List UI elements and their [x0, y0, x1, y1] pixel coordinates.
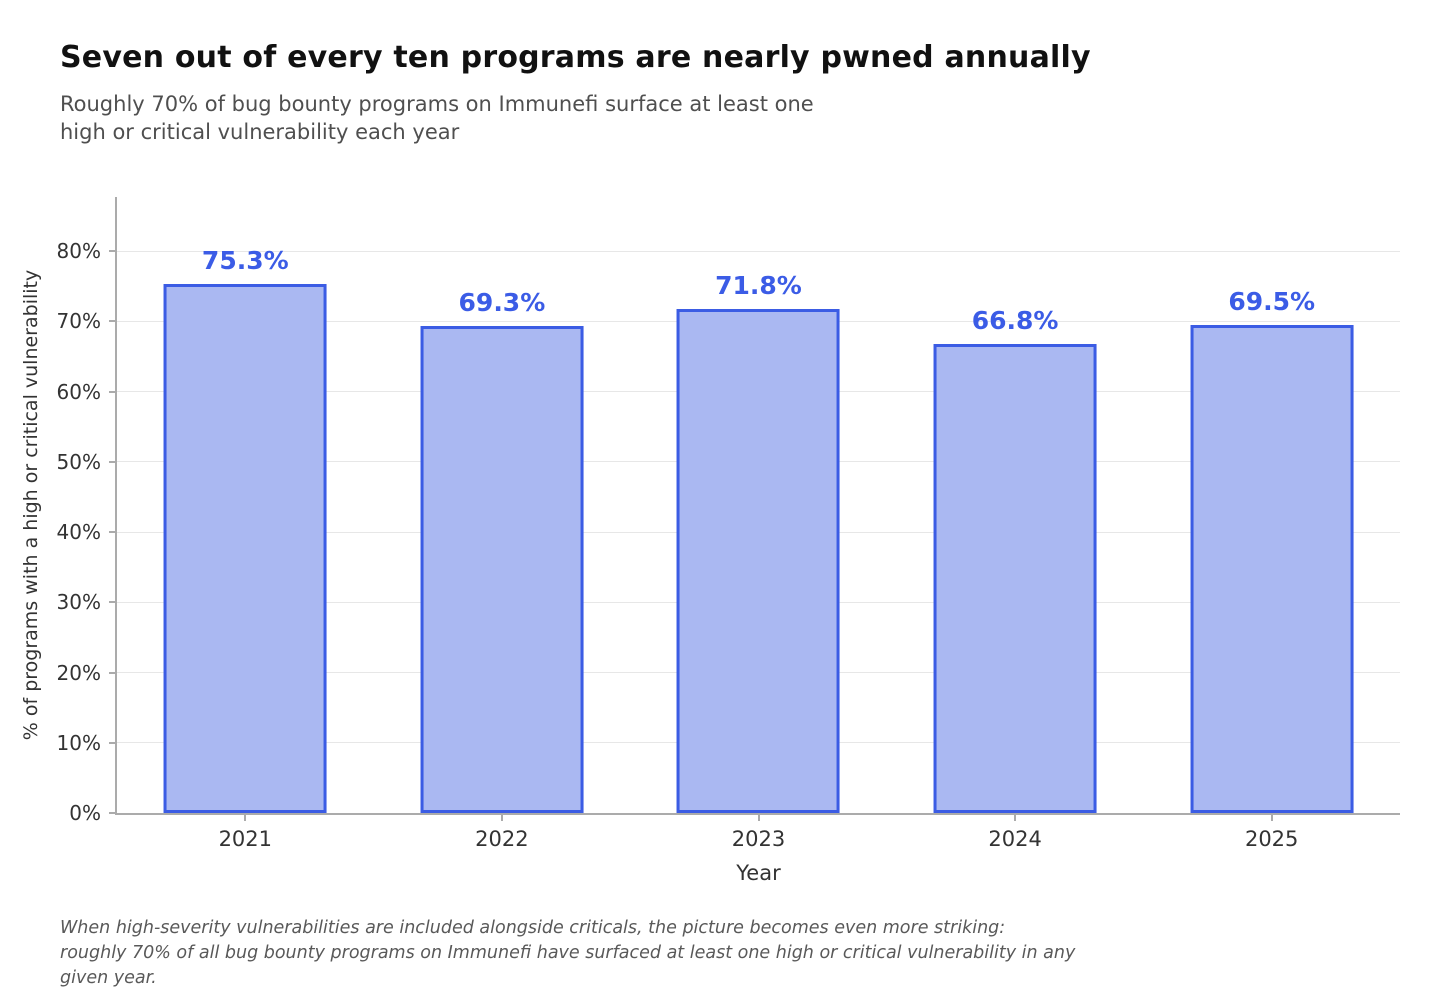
y-tick-label: 60%: [56, 379, 101, 404]
page-subtitle-line-1: Roughly 70% of bug bounty programs on Im…: [60, 92, 814, 116]
y-tick-label: 50%: [56, 449, 101, 474]
bar-2021[interactable]: [163, 284, 327, 813]
y-tick-mark-10%: [109, 741, 117, 744]
bar-value-label-2023: 71.8%: [715, 270, 802, 300]
bar-2023[interactable]: [677, 308, 840, 813]
bar-group-2024: 66.8%: [887, 197, 1144, 813]
y-tick-label: 0%: [69, 801, 101, 825]
x-tick-label-2021[interactable]: 2021: [218, 827, 273, 851]
y-tick-mark-30%: [109, 601, 117, 604]
bar-value-label-2022: 69.3%: [458, 288, 546, 318]
bar-group-2025: 69.5%: [1143, 197, 1400, 813]
bar-group-2022: 69.3%: [374, 197, 631, 813]
gridline-80%: [117, 250, 1400, 252]
x-tick-mark-2022: [500, 813, 503, 821]
x-tick-mark-2024: [1014, 813, 1017, 821]
x-tick-mark-2023: [757, 813, 760, 821]
x-tick-label-2023[interactable]: 2023: [731, 827, 786, 851]
y-tick-label: 80%: [56, 239, 101, 264]
bar-2022[interactable]: [420, 326, 584, 813]
y-axis-title: % of programs with a high or critical vu…: [20, 269, 42, 741]
footer-line-2: roughly 70% of all bug bounty programs o…: [60, 943, 1076, 963]
bar-2024[interactable]: [933, 343, 1097, 813]
y-tick-label: 10%: [56, 730, 101, 755]
bar-2025[interactable]: [1190, 324, 1354, 813]
y-tick-mark-50%: [109, 460, 117, 463]
x-tick-mark-2025: [1270, 813, 1273, 821]
y-tick-label: 30%: [56, 590, 101, 615]
bar-value-label-2024: 66.8%: [971, 305, 1059, 335]
page-subtitle: Roughly 70% of bug bounty programs on Im…: [60, 90, 814, 146]
x-tick-label-2022[interactable]: 2022: [475, 827, 529, 851]
y-tick-mark-40%: [109, 531, 117, 534]
bar-chart-plot-area: % of programs with a high or critical vu…: [20, 197, 1400, 885]
x-tick-mark-2021: [244, 813, 247, 821]
y-tick-mark-20%: [109, 671, 117, 674]
bar-group-2023: 71.8%: [630, 197, 887, 813]
footer-line-1: When high-severity vulnerabilities are i…: [60, 918, 1006, 938]
bar-value-label-2021: 75.3%: [201, 246, 289, 276]
y-tick-mark-80%: [109, 250, 117, 253]
y-tick-mark-60%: [109, 390, 117, 393]
y-tick-mark-70%: [109, 320, 117, 323]
bar-group-2021: 75.3%: [117, 197, 374, 813]
x-tick-label-2024[interactable]: 2024: [988, 827, 1042, 851]
footer-line-3: given year.: [60, 968, 157, 988]
page-title: Seven out of every ten programs are near…: [60, 40, 1091, 75]
page-subtitle-line-2: high or critical vulnerability each year: [60, 120, 460, 144]
x-tick-label-2025[interactable]: 2025: [1244, 827, 1299, 851]
x-axis-title: Year: [736, 861, 781, 885]
y-tick-label: 40%: [56, 520, 101, 545]
bar-value-label-2025: 69.5%: [1228, 286, 1316, 316]
y-tick-mark-0%: [109, 812, 117, 814]
page-footer-note: When high-severity vulnerabilities are i…: [60, 916, 1075, 991]
y-tick-label: 20%: [56, 660, 101, 685]
y-tick-label: 70%: [56, 309, 101, 334]
